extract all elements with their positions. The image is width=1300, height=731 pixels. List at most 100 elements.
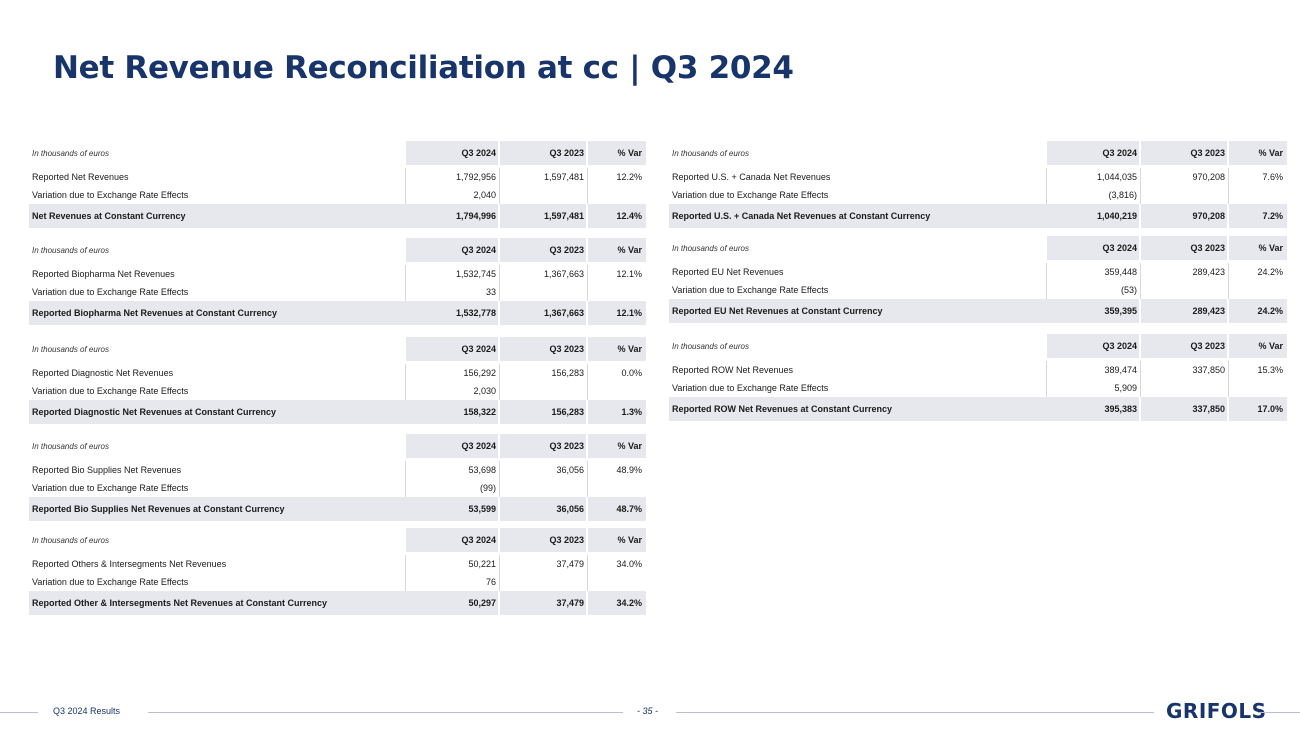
table-total-row: Reported Biopharma Net Revenues at Const… (29, 301, 646, 325)
table-row: Reported ROW Net Revenues 389,474 337,850 1… (669, 361, 1287, 379)
cell-divider (1046, 263, 1139, 281)
cell-divider (1046, 168, 1139, 186)
table-row: Variation due to Exchange Rate Effects (9… (29, 479, 646, 497)
value-q3-2024: 359,448 (1104, 267, 1137, 277)
cell-divider (1227, 204, 1229, 228)
row-label: Reported Bio Supplies Net Revenues (32, 465, 182, 475)
header-band (1047, 141, 1139, 165)
cell-divider (405, 265, 498, 283)
header-band (1141, 141, 1227, 165)
cell-divider (587, 555, 646, 573)
units-label: In thousands of euros (32, 535, 109, 545)
value-q3-2023: 337,850 (1192, 365, 1225, 375)
header-band (406, 337, 498, 361)
table-row: Reported Others & Intersegments Net Reve… (29, 555, 646, 573)
value-q3-2024: (99) (479, 483, 496, 493)
footer-rule-left (0, 712, 38, 713)
units-label: In thousands of euros (672, 148, 749, 158)
cell-divider (587, 265, 646, 283)
value-q3-2024: (3,816) (1108, 190, 1137, 200)
cell-divider (499, 555, 586, 573)
cell-divider (586, 301, 588, 325)
header-band (588, 238, 646, 262)
table-row: Variation due to Exchange Rate Effects (3… (669, 186, 1287, 204)
table-total-row: Reported EU Net Revenues at Constant Cur… (669, 299, 1287, 323)
cell-divider (499, 265, 586, 283)
cell-divider (1139, 204, 1141, 228)
cell-divider (586, 204, 588, 228)
column-header-var: % Var (617, 344, 642, 354)
value-q3-2023 (1139, 379, 1227, 397)
column-header-q3-2024: Q3 2024 (461, 344, 496, 354)
row-label: Reported Biopharma Net Revenues (32, 269, 175, 279)
table-total-row: Reported Diagnostic Net Revenues at Cons… (29, 400, 646, 424)
value-var: 48.9% (616, 465, 642, 475)
header-band (1047, 334, 1139, 358)
row-label: Reported ROW Net Revenues (672, 365, 794, 375)
table-total-row: Net Revenues at Constant Currency 1,794,9… (29, 204, 646, 228)
row-label: Reported EU Net Revenues (672, 267, 784, 277)
cell-divider (499, 283, 586, 301)
column-header-var: % Var (617, 245, 642, 255)
total-q3-2024: 359,395 (1104, 306, 1137, 316)
column-header-var: % Var (1258, 148, 1283, 158)
header-band (406, 141, 498, 165)
table-row: Reported U.S. + Canada Net Revenues 1,044… (669, 168, 1287, 186)
row-label: Variation due to Exchange Rate Effects (32, 577, 189, 587)
cell-divider (1228, 186, 1287, 204)
cell-divider (1046, 361, 1139, 379)
table-row: Variation due to Exchange Rate Effects 76 (29, 573, 646, 591)
cell-divider (405, 461, 498, 479)
cell-divider (405, 168, 498, 186)
value-q3-2023: 1,597,481 (543, 172, 584, 182)
cell-divider (1046, 281, 1139, 299)
cell-divider (586, 400, 588, 424)
table-header-row: In thousands of euros Q3 2024 Q3 2023 % Var (29, 238, 646, 262)
value-q3-2024: 5,909 (1114, 383, 1137, 393)
value-var (584, 479, 646, 497)
value-q3-2023 (498, 573, 586, 591)
table-row: Variation due to Exchange Rate Effects (5… (669, 281, 1287, 299)
table-row: Reported Biopharma Net Revenues 1,532,745… (29, 265, 646, 283)
value-q3-2024: 2,040 (473, 190, 496, 200)
table-row: Reported EU Net Revenues 359,448 289,423 24… (669, 263, 1287, 281)
cell-divider (587, 479, 646, 497)
cell-divider (498, 591, 500, 615)
page-title: Net Revenue Reconciliation at cc | Q3 20… (53, 50, 794, 86)
cell-divider (499, 382, 586, 400)
table-header-row: In thousands of euros Q3 2024 Q3 2023 % Var (29, 434, 646, 458)
total-q3-2023: 1,367,663 (543, 308, 584, 318)
units-label: In thousands of euros (672, 243, 749, 253)
cell-divider (498, 400, 500, 424)
cell-divider (499, 479, 586, 497)
table-total-row: Reported Other & Intersegments Net Reven… (29, 591, 646, 615)
cell-divider (1046, 186, 1139, 204)
column-header-q3-2023: Q3 2023 (549, 148, 584, 158)
table-total-row: Reported ROW Net Revenues at Constant Cu… (669, 397, 1287, 421)
value-q3-2023: 289,423 (1192, 267, 1225, 277)
row-label: Variation due to Exchange Rate Effects (672, 383, 829, 393)
value-q3-2024: 76 (485, 577, 496, 587)
column-header-var: % Var (617, 535, 642, 545)
total-var: 48.7% (616, 504, 642, 514)
total-var: 17.0% (1257, 404, 1283, 414)
value-q3-2024: 53,698 (468, 465, 496, 475)
footer-rule-mid-right (676, 712, 1154, 713)
value-var (584, 186, 646, 204)
column-header-q3-2023: Q3 2023 (1190, 243, 1225, 253)
cell-divider (1140, 361, 1227, 379)
cell-divider (587, 382, 646, 400)
table-total-row: Reported Bio Supplies Net Revenues at Co… (29, 497, 646, 521)
total-q3-2024: 158,322 (463, 407, 496, 417)
grifols-logo: GRIFOLS (1166, 699, 1267, 723)
left-revenue-table: In thousands of euros Q3 2024 Q3 2023 % Var… (29, 434, 646, 521)
total-q3-2023: 337,850 (1192, 404, 1225, 414)
cell-divider (1140, 168, 1227, 186)
column-header-q3-2024: Q3 2024 (461, 535, 496, 545)
total-q3-2023: 1,597,481 (543, 211, 584, 221)
cell-divider (405, 479, 498, 497)
right-revenue-table: In thousands of euros Q3 2024 Q3 2023 % Var… (669, 334, 1287, 421)
value-q3-2023 (498, 186, 586, 204)
page-number: - 35 - (637, 706, 659, 716)
column-header-var: % Var (617, 441, 642, 451)
